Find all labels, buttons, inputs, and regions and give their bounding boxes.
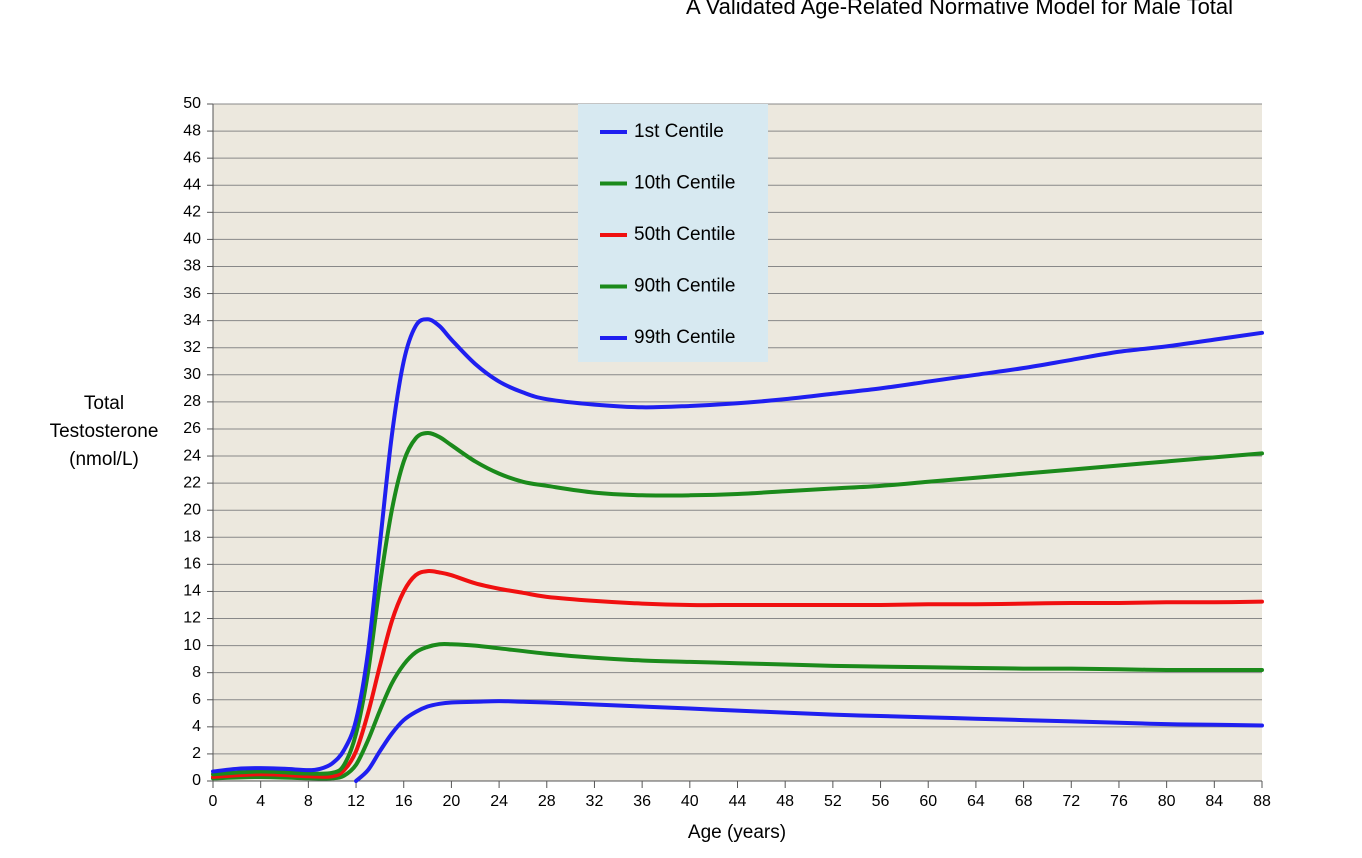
y-tick-label: 14 [183,583,201,600]
x-tick-label: 48 [776,793,794,810]
y-tick-label: 44 [183,176,201,193]
x-tick-label: 0 [209,793,218,810]
series-line-99th-centile [211,317,1264,774]
y-tick-label: 38 [183,258,201,275]
y-tick-label: 48 [183,122,201,139]
y-tick-label: 40 [183,231,201,248]
x-tick-label: 28 [538,793,556,810]
y-tick-label: 2 [192,745,201,762]
legend: 1st Centile 10th Centile 50th Centile 90th … [578,104,768,362]
y-tick-label: 46 [183,149,201,166]
x-tick-label: 40 [681,793,699,810]
x-tick-label: 32 [586,793,604,810]
x-tick-label: 60 [919,793,937,810]
x-tick-label: 56 [872,793,890,810]
x-axis-title: Age (years) [688,822,786,843]
legend-label-10th-centile: 10th Centile [634,173,735,194]
x-tick-label: 64 [967,793,985,810]
y-tick-label: 18 [183,528,201,545]
y-tick-label: 42 [183,204,201,221]
series-line-90th-centile [211,431,1264,777]
x-tick-label: 84 [1205,793,1223,810]
y-axis-title-line-1: Total [84,393,124,414]
x-tick-label: 44 [729,793,747,810]
legend-label-99th-centile: 99th Centile [634,327,735,348]
y-tick-label: 30 [183,366,201,383]
y-tick-label: 26 [183,420,201,437]
x-tick-label: 52 [824,793,842,810]
y-tick-label: 24 [183,447,201,464]
y-tick-label: 36 [183,285,201,302]
legend-label-90th-centile: 90th Centile [634,276,735,297]
chart-title: A Validated Age-Related Normative Model … [686,0,1233,19]
x-tick-label: 72 [1062,793,1080,810]
y-tick-label: 22 [183,474,201,491]
y-tick-label: 34 [183,312,201,329]
y-tick-label: 0 [192,772,201,789]
x-tick-label: 16 [395,793,413,810]
x-tick-label: 76 [1110,793,1128,810]
series-line-10th-centile [211,641,1264,781]
x-tick-label: 20 [443,793,461,810]
x-tick-label: 88 [1253,793,1271,810]
x-tick-label: 24 [490,793,508,810]
y-axis-title-line-3: (nmol/L) [69,449,139,470]
series-lines [211,317,1264,783]
y-tick-label: 12 [183,610,201,627]
y-tick-label: 16 [183,556,201,573]
series-line-50th-centile [211,569,1264,779]
series-line-1st-centile [354,699,1264,783]
legend-label-50th-centile: 50th Centile [634,224,735,245]
y-tick-label: 8 [192,664,201,681]
x-tick-label: 8 [304,793,313,810]
y-axis-title-line-2: Testosterone [50,421,159,442]
y-tick-label: 32 [183,339,201,356]
y-tick-label: 28 [183,393,201,410]
y-axis-title: Total Testosterone (nmol/L) [50,393,159,470]
y-tick-label: 20 [183,501,201,518]
x-tick-label: 4 [256,793,265,810]
y-tick-label: 50 [183,95,201,112]
y-axis-ticks: 0246810121416182022242628303234363840424… [183,95,213,789]
x-tick-label: 80 [1158,793,1176,810]
x-axis-ticks: 0 4 8 12 16 20 24 28 32 36 40 44 48 52 56 60 64 68 72 76 80 8… [209,780,1271,810]
x-tick-label: 36 [633,793,651,810]
y-tick-label: 10 [183,637,201,654]
x-tick-label: 68 [1015,793,1033,810]
y-tick-label: 6 [192,691,201,708]
x-tick-label: 12 [347,793,365,810]
y-tick-label: 4 [192,718,201,735]
legend-label-1st-centile: 1st Centile [634,121,724,142]
